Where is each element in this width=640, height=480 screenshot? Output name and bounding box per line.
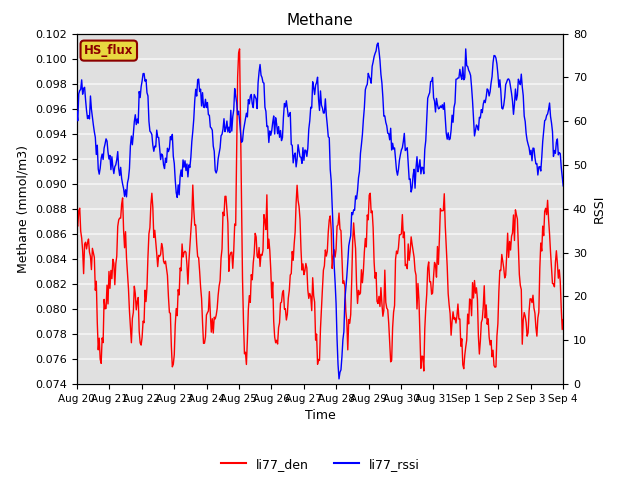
Y-axis label: Methane (mmol/m3): Methane (mmol/m3) (17, 145, 29, 273)
Legend: li77_den, li77_rssi: li77_den, li77_rssi (216, 453, 424, 476)
X-axis label: Time: Time (305, 409, 335, 422)
Y-axis label: RSSI: RSSI (593, 194, 605, 223)
Text: HS_flux: HS_flux (84, 44, 134, 57)
Title: Methane: Methane (287, 13, 353, 28)
